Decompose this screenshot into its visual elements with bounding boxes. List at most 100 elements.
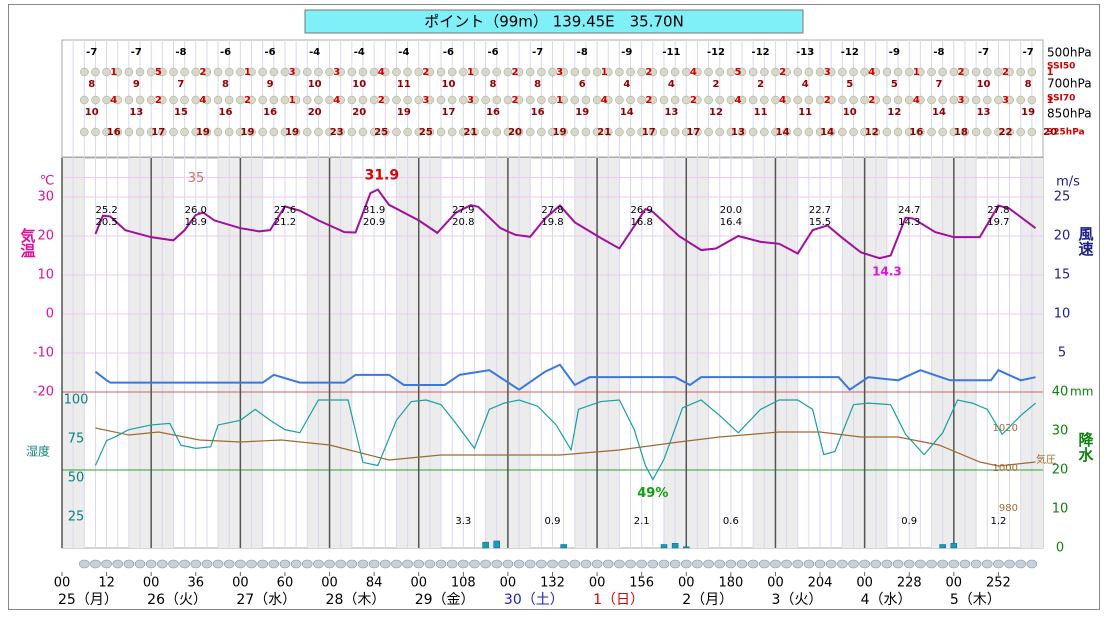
upper-air-symbol [124, 127, 134, 137]
upper-air-value: -4 [398, 47, 409, 58]
upper-air-value: -6 [443, 47, 454, 58]
day-label: 30（土） [504, 592, 564, 608]
upper-air-value: -8 [933, 47, 944, 58]
upper-air-symbol [548, 127, 557, 137]
weather-icon [814, 559, 826, 569]
upper-air-symbol [291, 95, 301, 105]
upper-air-value: 19 [397, 107, 411, 118]
upper-air-symbol [470, 95, 479, 105]
precip-daily-total: 0.6 [723, 516, 739, 527]
upper-air-symbol [838, 127, 847, 137]
weather-icon [524, 559, 536, 569]
upper-air-symbol [102, 67, 111, 77]
daily-min: 14.3 [898, 217, 920, 228]
day-label: 5（木） [950, 592, 1001, 608]
upper-air-value: 3 [1002, 95, 1009, 106]
upper-air-value: 2 [824, 95, 831, 106]
x-tick-label: 00 [678, 576, 695, 591]
upper-air-value: 2 [779, 67, 786, 78]
upper-air-symbol [213, 67, 223, 77]
upper-air-symbol [514, 67, 524, 77]
upper-air-value: 5 [891, 79, 898, 90]
weather-icon [1026, 559, 1038, 569]
x-tick-label: 108 [451, 576, 476, 591]
upper-air-symbol [169, 67, 178, 77]
upper-air-symbol [871, 95, 881, 105]
upper-air-symbol [291, 67, 301, 77]
upper-air-symbol [481, 67, 490, 77]
upper-air-value: 5 [846, 79, 853, 90]
upper-air-value: 3 [467, 95, 474, 106]
upper-air-value: 11 [754, 107, 768, 118]
upper-air-value: -9 [621, 47, 632, 58]
upper-air-value: 4 [735, 95, 742, 106]
upper-air-value: -4 [354, 47, 365, 58]
upper-air-value: 2 [757, 79, 764, 90]
upper-air-value: 16 [909, 127, 923, 138]
upper-air-value: -13 [796, 47, 814, 58]
weather-icon [970, 559, 982, 569]
upper-air-symbol [983, 127, 992, 137]
weather-icon [658, 559, 670, 569]
upper-air-value: 10 [843, 107, 857, 118]
upper-air-symbol [236, 67, 245, 77]
upper-air-symbol [447, 95, 457, 105]
precip-unit: mm [1070, 385, 1093, 399]
upper-air-value: 15 [174, 107, 188, 118]
weather-icon [636, 559, 647, 569]
weather-icon [770, 559, 781, 569]
upper-air-value: 4 [378, 67, 385, 78]
upper-air-symbol [425, 95, 435, 105]
upper-air-symbol [916, 127, 925, 137]
upper-air-value: 17 [642, 127, 656, 138]
upper-air-symbol [124, 95, 134, 105]
upper-air-value: -6 [220, 47, 231, 58]
upper-air-symbol [146, 95, 156, 105]
upper-air-value: 2 [422, 67, 429, 78]
weather-icon [558, 559, 569, 569]
upper-air-symbol [414, 127, 423, 137]
upper-air-symbol [280, 67, 290, 77]
weather-icon [892, 559, 904, 569]
daily-max: 31.9 [363, 205, 385, 216]
upper-air-value: 2 [690, 95, 697, 106]
upper-air-symbol [336, 95, 345, 105]
daily-max: 24.7 [898, 205, 920, 216]
weather-icon [335, 559, 346, 569]
title-box [304, 9, 804, 34]
upper-air-symbol [447, 67, 457, 77]
upper-air-symbol [135, 67, 145, 77]
upper-air-symbol [971, 127, 981, 137]
upper-air-value: 13 [129, 107, 143, 118]
upper-air-symbol [459, 95, 468, 105]
weather-icon [569, 559, 581, 569]
upper-air-symbol [760, 127, 769, 137]
weather-icon [324, 559, 335, 569]
upper-air-symbol [303, 67, 312, 77]
chart-title: ポイント（99m） 139.45E 35.70N [424, 13, 684, 31]
upper-air-symbol [626, 95, 635, 105]
y-tick-label: -20 [33, 385, 54, 400]
daily-max: 20.0 [720, 205, 742, 216]
reference-label: 35 [188, 171, 205, 186]
upper-air-symbol [882, 127, 892, 137]
x-tick-label: 132 [540, 576, 565, 591]
upper-air-symbol [514, 95, 524, 105]
upper-air-symbol [80, 127, 89, 137]
upper-air-symbol [648, 95, 658, 105]
upper-air-value: 8 [534, 79, 541, 90]
upper-air-symbol [748, 67, 758, 77]
x-tick-label: 00 [54, 576, 71, 591]
weather-icon [536, 559, 547, 569]
daily-max: 25.2 [95, 205, 117, 216]
upper-air-value: 2 [512, 67, 519, 78]
weather-icon [759, 559, 770, 569]
humidity-tick-label: 100 [64, 393, 89, 408]
precip-bar [671, 543, 679, 549]
upper-air-value: 1 [244, 67, 251, 78]
upper-air-symbol [414, 95, 423, 105]
upper-air-symbol [202, 67, 212, 77]
upper-air-value: 2 [645, 95, 652, 106]
upper-air-value: 4 [690, 67, 697, 78]
upper-air-symbol [682, 127, 691, 137]
